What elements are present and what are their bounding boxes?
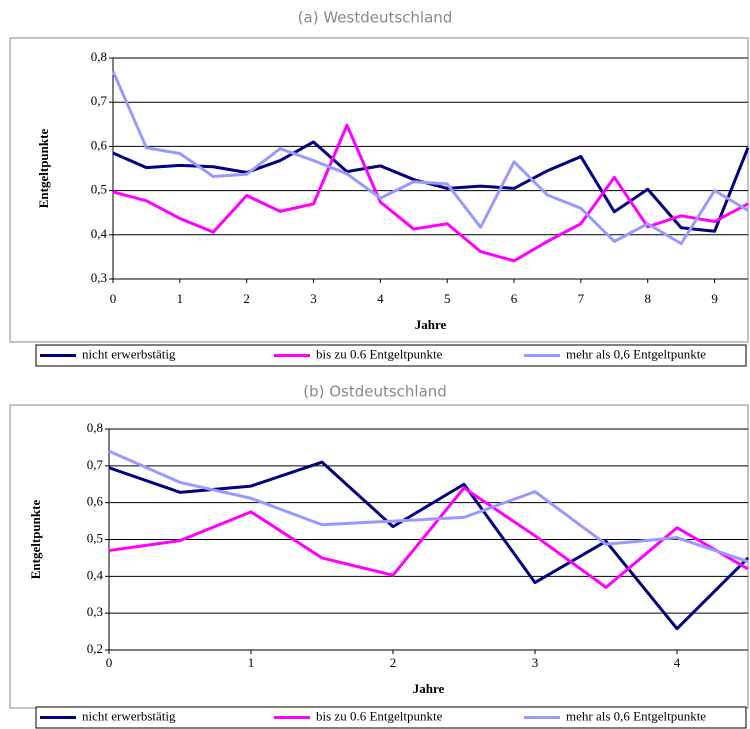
x-axis-label: Jahre: [413, 681, 445, 696]
x-tick-label: 0: [110, 291, 117, 306]
legend-label: nicht erwerbstätig: [82, 708, 176, 723]
chart-frame: [9, 37, 749, 343]
series-line: [112, 123, 749, 263]
x-tick-label: 5: [444, 291, 451, 306]
x-tick-label: 2: [390, 655, 397, 670]
legend-label: mehr als 0,6 Entgeltpunkte: [566, 708, 706, 723]
y-tick-label: 0,8: [91, 49, 107, 64]
chart-title: (b) Ostdeutschland: [303, 383, 447, 401]
y-axis-label: Entgeltpunkte: [36, 129, 51, 209]
legend-label: mehr als 0,6 Entgeltpunkte: [566, 346, 706, 361]
y-tick-label: 0,6: [87, 494, 104, 509]
y-tick-label: 0,7: [87, 457, 104, 472]
x-tick-label: 4: [674, 655, 681, 670]
y-tick-label: 0,6: [91, 137, 108, 152]
x-tick-label: 3: [532, 655, 539, 670]
x-tick-label: 3: [310, 291, 317, 306]
x-tick-label: 0: [106, 655, 113, 670]
x-axis-label: Jahre: [415, 317, 447, 332]
chart-title: (a) Westdeutschland: [298, 9, 453, 27]
y-tick-label: 0,3: [91, 270, 107, 285]
x-tick-label: 8: [644, 291, 651, 306]
legend-box: [35, 344, 747, 367]
y-tick-label: 0,5: [91, 182, 107, 197]
x-tick-label: 2: [243, 291, 250, 306]
legend-box: [35, 706, 747, 729]
series-line: [108, 486, 749, 589]
series-line: [108, 449, 749, 564]
y-tick-label: 0,8: [87, 420, 103, 435]
series-line: [111, 70, 749, 246]
x-tick-label: 1: [248, 655, 255, 670]
legend-label: nicht erwerbstätig: [82, 346, 176, 361]
y-tick-label: 0,7: [91, 93, 108, 108]
chart-frame: [9, 404, 749, 709]
y-tick-label: 0,3: [87, 604, 103, 619]
x-tick-label: 1: [177, 291, 184, 306]
legend-label: bis zu 0.6 Entgeltpunkte: [316, 708, 443, 723]
y-tick-label: 0,2: [87, 641, 103, 656]
x-tick-label: 7: [578, 291, 585, 306]
legend-label: bis zu 0.6 Entgeltpunkte: [316, 346, 443, 361]
y-tick-label: 0,4: [87, 567, 104, 582]
y-axis-label: Entgeltpunkte: [28, 500, 43, 580]
y-tick-label: 0,5: [87, 530, 103, 545]
x-tick-label: 4: [377, 291, 384, 306]
x-tick-label: 6: [511, 291, 518, 306]
x-tick-label: 9: [711, 291, 718, 306]
y-tick-label: 0,4: [91, 226, 108, 241]
